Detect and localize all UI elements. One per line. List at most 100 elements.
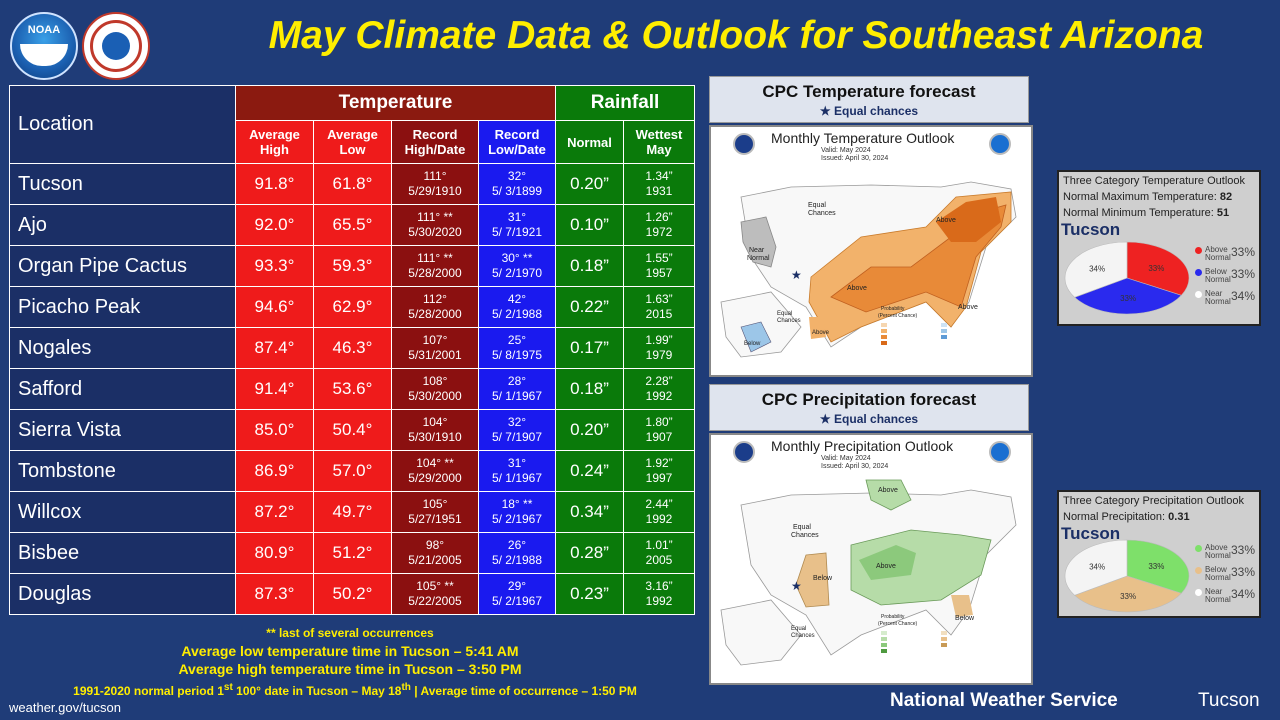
row-wettest: 1.63” 2015	[624, 287, 694, 327]
row-normal-rain: 0.34”	[556, 492, 623, 532]
row-record-high: 111° ** 5/30/2020	[392, 205, 478, 245]
precip-label-above2: Above	[876, 563, 896, 570]
legend-dot-icon	[1195, 589, 1202, 596]
precip-pie-city: Tucson	[1061, 524, 1121, 543]
row-avg-low: 62.9°	[314, 287, 391, 327]
normal-100-date: 1991-2020 normal period 1st 100° date in…	[73, 682, 637, 698]
avg-low-time: Average low temperature time in Tucson –…	[181, 643, 519, 659]
row-wettest: 1.01” 2005	[624, 533, 694, 573]
row-record-high: 112° 5/28/2000	[392, 287, 478, 327]
row-record-high: 108° 5/30/2000	[392, 369, 478, 409]
pie-slice-label: 33%	[1120, 592, 1136, 601]
normal-header: Normal	[556, 121, 623, 163]
row-normal-rain: 0.23”	[556, 574, 623, 614]
precip-outlook-map: Monthly Precipitation Outlook Valid: May…	[709, 433, 1033, 685]
legend-dot-icon	[1195, 247, 1202, 254]
precip-prob1: Probability	[881, 614, 905, 620]
row-avg-low: 51.2°	[314, 533, 391, 573]
row-location: Ajo	[10, 205, 235, 245]
row-normal-rain: 0.20”	[556, 410, 623, 450]
row-record-low: 29° 5/ 2/1967	[479, 574, 555, 614]
temp-label-eq3: Equal	[777, 311, 792, 317]
precip-valid: Valid: May 2024	[821, 455, 871, 462]
table-row: Picacho Peak 94.6° 62.9° 112° 5/28/2000 42° 5/…	[10, 287, 694, 327]
temp-label-near1: Near	[749, 247, 765, 254]
pie-slice-label: 34%	[1089, 264, 1105, 273]
cpc-precip-header: CPC Precipitation forecast ★ Equal chanc…	[709, 384, 1029, 431]
row-avg-high: 85.0°	[236, 410, 313, 450]
row-avg-high: 91.8°	[236, 164, 313, 204]
precip-issued: Issued: April 30, 2024	[821, 463, 889, 470]
row-location: Tucson	[10, 164, 235, 204]
precip-normal-val: 0.31	[1168, 511, 1190, 523]
pie-slice-below-normal	[1074, 575, 1182, 613]
temp-pie-city: Tucson	[1061, 220, 1121, 239]
cpc-precip-title: CPC Precipitation forecast	[761, 390, 977, 409]
row-avg-high: 87.4°	[236, 328, 313, 368]
temp_pie-svg: 33% 33% 34%	[1064, 241, 1190, 315]
row-avg-high: 80.9°	[236, 533, 313, 573]
precip-pie-box: Three Category Precipitation Outlook Nor…	[1057, 490, 1261, 618]
temp-min-val: 51	[1216, 207, 1230, 219]
temp-label-eq2: Chances	[808, 210, 836, 217]
pie-slice-label: 34%	[1089, 562, 1105, 571]
row-record-high: 104° 5/30/1910	[392, 410, 478, 450]
precip-label-above1: Above	[878, 487, 898, 494]
row-avg-low: 46.3°	[314, 328, 391, 368]
precip-label-eq3: Equal	[791, 626, 806, 632]
row-avg-high: 87.2°	[236, 492, 313, 532]
temp-label-eq4: Chances	[777, 318, 801, 324]
temp-max-label: Normal Maximum Temperature:	[1063, 191, 1220, 203]
star-icon: ★	[819, 412, 831, 426]
row-record-low: 42° 5/ 2/1988	[479, 287, 555, 327]
nws-seal-icon	[989, 133, 1011, 155]
row-record-low: 31° 5/ 7/1921	[479, 205, 555, 245]
temp-label-eq1: Equal	[808, 202, 826, 209]
temp-prob2: (Percent Chance)	[878, 313, 918, 319]
precip-label-below1: Below	[813, 575, 833, 582]
row-avg-low: 57.0°	[314, 451, 391, 491]
row-location: Douglas	[10, 574, 235, 614]
legend-percent: 34%	[1231, 289, 1256, 303]
noaa-seal-icon	[733, 133, 755, 155]
row-avg-low: 61.8°	[314, 164, 391, 204]
row-wettest: 1.92” 1997	[624, 451, 694, 491]
temp-pie-title: Three Category Temperature Outlook	[1063, 175, 1245, 187]
row-normal-rain: 0.10”	[556, 205, 623, 245]
climate-table: Location Temperature Rainfall Average Hig…	[9, 85, 695, 615]
row-wettest: 1.26” 1972	[624, 205, 694, 245]
pie-slice-above-normal	[1126, 539, 1190, 594]
star-icon: ★	[819, 104, 831, 118]
pie-slice-near-normal	[1064, 539, 1128, 596]
row-record-low: 28° 5/ 1/1967	[479, 369, 555, 409]
temp-pie-box: Three Category Temperature Outlook Norma…	[1057, 170, 1261, 326]
website-link[interactable]: weather.gov/tucson	[9, 700, 122, 715]
precip-pie-title: Three Category Precipitation Outlook	[1063, 495, 1244, 507]
nws-seal-icon	[989, 441, 1011, 463]
pie-slice-below-normal	[1074, 277, 1182, 315]
location-header: Location	[10, 86, 235, 163]
precip-map-title: Monthly Precipitation Outlook	[771, 438, 954, 454]
table-row: Sierra Vista 85.0° 50.4° 104° 5/30/1910 32° 5/…	[10, 410, 694, 450]
table-row: Willcox 87.2° 49.7° 105° 5/27/1951 18° ** 5/ 2…	[10, 492, 694, 532]
legend-label: Above Normal	[1205, 543, 1231, 560]
noaa-logo-text: NOAA	[27, 24, 61, 36]
row-record-high: 111° 5/29/1910	[392, 164, 478, 204]
nws-ring-icon	[90, 20, 142, 72]
precip-map-graphic: Above Above Below Below Equal Chances Eq…	[720, 479, 1017, 666]
noaa-wave-icon	[20, 44, 68, 66]
legend-dot-icon	[1195, 545, 1202, 552]
legend-label: Below Normal	[1205, 565, 1231, 582]
avg-high-header: Average High	[236, 121, 313, 163]
row-record-high: 104° ** 5/29/2000	[392, 451, 478, 491]
row-location: Willcox	[10, 492, 235, 532]
noaa-logo: NOAA	[10, 12, 78, 80]
row-location: Tombstone	[10, 451, 235, 491]
row-location: Nogales	[10, 328, 235, 368]
legend-dot-icon	[1195, 567, 1202, 574]
temp-valid: Valid: May 2024	[821, 147, 871, 154]
row-avg-high: 86.9°	[236, 451, 313, 491]
nws-core-icon	[102, 32, 130, 60]
row-avg-high: 94.6°	[236, 287, 313, 327]
row-avg-high: 91.4°	[236, 369, 313, 409]
